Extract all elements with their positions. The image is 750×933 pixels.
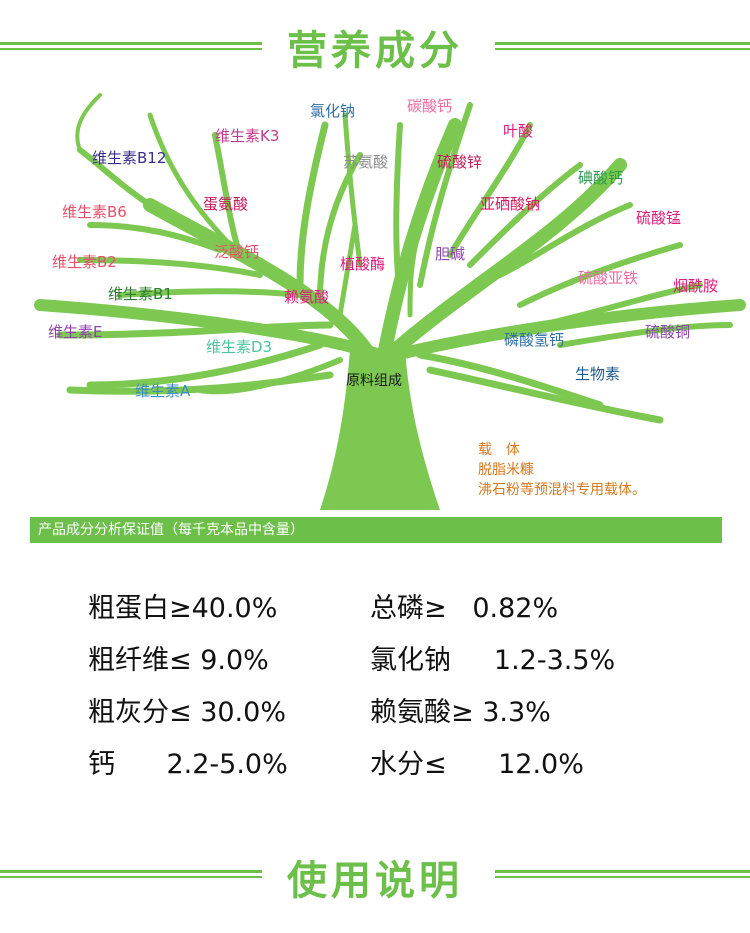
divider-left-thin: [0, 876, 262, 878]
divider-right: [495, 42, 750, 45]
tree-label: 赖氨酸: [284, 288, 330, 306]
divider-left-thin: [0, 48, 262, 50]
spec-right-4: 水分≤ 12.0%: [370, 749, 584, 780]
tree-label: 硫酸亚铁: [578, 269, 639, 287]
spec-left-4: 钙 2.2-5.0%: [88, 749, 288, 780]
tree-label: 磷酸氢钙: [504, 331, 565, 349]
tree-label: 胆碱: [435, 245, 466, 263]
tree-label: 硫酸锌: [437, 153, 483, 171]
tree-label: 蛋氨酸: [203, 195, 249, 213]
tree-label: 维生素D3: [206, 338, 273, 356]
tree-label: 维生素K3: [215, 127, 280, 145]
tree-label: 植酸酶: [340, 255, 386, 273]
tree-label: 维生素B1: [108, 285, 173, 303]
ingredient-tree: 氯化钠 碳酸钙 叶酸 维生素K3 苏氨酸 硫酸锌 维生素B12 碘酸钙 亚硒酸钠…: [0, 85, 750, 515]
tree-label: 维生素E: [48, 323, 103, 341]
tree-label: 硫酸铜: [645, 323, 691, 341]
divider-right: [495, 870, 750, 873]
spec-left-2: 粗纤维≤ 9.0%: [88, 645, 269, 676]
divider-left: [0, 42, 262, 45]
tree-label: 亚硒酸钠: [480, 195, 541, 213]
tree-graphic: [34, 93, 746, 510]
analysis-banner: 产品成分分析保证值（每千克本品中含量）: [30, 517, 722, 543]
spec-left-1: 粗蛋白≥40.0%: [88, 593, 278, 624]
section-header-usage: 使用说明: [0, 840, 750, 910]
spec-right-1: 总磷≥ 0.82%: [370, 593, 559, 624]
tree-label: 烟酰胺: [673, 277, 719, 295]
carrier-note: 载 体 脱脂米糠 沸石粉等预混料专用载体。: [478, 440, 646, 500]
tree-label: 碘酸钙: [578, 169, 624, 187]
section-header-nutrition: 营养成分: [0, 8, 750, 78]
tree-label: 泛酸钙: [214, 243, 260, 261]
spec-left-3: 粗灰分≤ 30.0%: [88, 697, 286, 728]
tree-label: 维生素B2: [52, 253, 117, 271]
tree-label: 氯化钠: [310, 102, 356, 120]
divider-left: [0, 870, 262, 873]
carrier-line: 脱脂米糠: [478, 462, 534, 478]
tree-label: 维生素B12: [92, 149, 167, 167]
trunk-label: 原料组成: [346, 373, 402, 389]
tree-label: 维生素A: [135, 382, 191, 400]
divider-right-thin: [495, 876, 750, 878]
section-title: 营养成分: [287, 28, 463, 74]
tree-label: 碳酸钙: [407, 97, 453, 115]
tree-label: 叶酸: [503, 122, 534, 140]
spec-right-3: 赖氨酸≥ 3.3%: [370, 697, 551, 728]
tree-label: 苏氨酸: [343, 153, 389, 171]
divider-right-thin: [495, 48, 750, 50]
carrier-line: 沸石粉等预混料专用载体。: [478, 482, 646, 498]
tree-label: 生物素: [575, 365, 621, 383]
tree-label: 维生素B6: [62, 203, 127, 221]
spec-right-2: 氯化钠 1.2-3.5%: [370, 645, 616, 676]
tree-label: 硫酸锰: [636, 209, 682, 227]
section-title: 使用说明: [287, 858, 463, 904]
carrier-title: 载 体: [478, 442, 520, 458]
